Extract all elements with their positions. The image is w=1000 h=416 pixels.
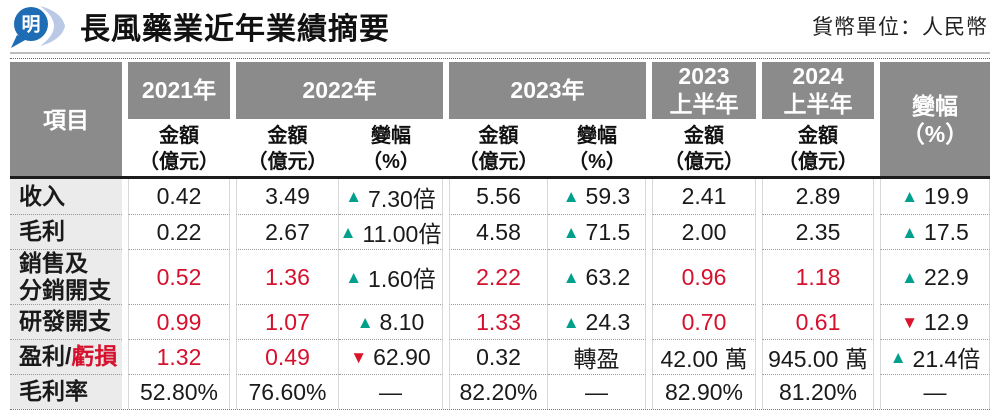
up-triangle-icon: ▲ bbox=[339, 222, 357, 242]
up-triangle-icon: ▲ bbox=[562, 312, 580, 332]
cell: 0.96 bbox=[652, 249, 756, 304]
cell: 82.90% bbox=[652, 374, 756, 409]
up-triangle-icon: ▲ bbox=[901, 267, 919, 287]
column-header-2022: 2022年 bbox=[236, 62, 443, 119]
cell: 2.22 bbox=[449, 249, 548, 304]
cell: ▲ 11.00倍 bbox=[339, 214, 443, 249]
logo-glyph: 明 bbox=[21, 14, 40, 36]
cell: 0.49 bbox=[236, 339, 339, 374]
row-label: 盈利/虧損 bbox=[10, 339, 122, 374]
mingpao-logo-icon: 明 bbox=[11, 6, 65, 48]
cell: 82.20% bbox=[449, 374, 548, 409]
up-triangle-icon: ▲ bbox=[345, 187, 363, 206]
page-title: 長風藥業近年業績摘要 bbox=[80, 13, 390, 46]
row-label: 銷售及 分銷開支 bbox=[10, 249, 122, 304]
cell: ▲ 21.4倍 bbox=[880, 339, 990, 374]
column-header-2024h1: 2024 上半年 bbox=[762, 62, 874, 119]
cell: 4.58 bbox=[449, 214, 548, 249]
up-triangle-icon: ▲ bbox=[345, 267, 363, 287]
subheader-change: 變幅 （%） bbox=[568, 124, 626, 173]
cell: 76.60% bbox=[236, 374, 339, 409]
cell: 0.52 bbox=[128, 249, 230, 304]
cell: ▼ 12.9 bbox=[880, 304, 990, 339]
masthead-divider bbox=[10, 52, 990, 54]
cell: 2.00 bbox=[652, 214, 756, 249]
cell: 42.00 萬 bbox=[652, 339, 756, 374]
row-label: 毛利 bbox=[10, 214, 122, 249]
cell: ▲ 7.30倍 bbox=[339, 179, 443, 214]
up-triangle-icon: ▲ bbox=[901, 187, 919, 206]
column-header-2021: 2021年 bbox=[128, 62, 230, 119]
cell: ▲ 1.60倍 bbox=[339, 249, 443, 304]
cell: 52.80% bbox=[128, 374, 230, 409]
up-triangle-icon: ▲ bbox=[562, 267, 580, 287]
cell: ▲ 59.3 bbox=[548, 179, 646, 214]
up-triangle-icon: ▲ bbox=[562, 222, 580, 242]
cell: 1.33 bbox=[449, 304, 548, 339]
results-summary-table: 項目 2021年 2022年 2023年 2023 上半年 2024 上半年 變… bbox=[10, 58, 990, 410]
cell: 5.56 bbox=[449, 179, 548, 214]
cell: 0.42 bbox=[128, 179, 230, 214]
up-triangle-icon: ▲ bbox=[901, 222, 919, 242]
cell: ▲ 63.2 bbox=[548, 249, 646, 304]
up-triangle-icon: ▲ bbox=[889, 347, 907, 367]
cell: 1.18 bbox=[762, 249, 874, 304]
cell: ▼ 62.90 bbox=[339, 339, 443, 374]
subheader-amount: 金額 （億元） bbox=[247, 124, 328, 173]
cell: 945.00 萬 bbox=[762, 339, 874, 374]
subheader-amount: 金額 （億元） bbox=[664, 124, 744, 173]
cell: 0.32 bbox=[449, 339, 548, 374]
column-header-item: 項目 bbox=[10, 62, 122, 179]
cell: 0.99 bbox=[128, 304, 230, 339]
cell: — bbox=[548, 374, 646, 409]
cell: 3.49 bbox=[236, 179, 339, 214]
up-triangle-icon: ▲ bbox=[356, 312, 374, 332]
cell: — bbox=[880, 374, 990, 409]
column-header-change: 變幅 （%） bbox=[880, 62, 990, 179]
row-label: 研發開支 bbox=[10, 304, 122, 339]
cell: ▲ 19.9 bbox=[880, 179, 990, 214]
subheader-amount: 金額 （億元） bbox=[458, 124, 539, 173]
cell: — bbox=[339, 374, 443, 409]
down-triangle-icon: ▼ bbox=[350, 347, 368, 367]
cell: ▲ 24.3 bbox=[548, 304, 646, 339]
header-bottom-rule bbox=[10, 176, 990, 179]
up-triangle-icon: ▲ bbox=[562, 187, 580, 206]
cell: 2.67 bbox=[236, 214, 339, 249]
masthead: 明 長風藥業近年業績摘要 貨幣單位：人民幣 bbox=[0, 0, 1000, 50]
cell: 2.41 bbox=[652, 179, 756, 214]
subheader-amount: 金額 （億元） bbox=[778, 124, 858, 173]
cell: 0.22 bbox=[128, 214, 230, 249]
row-label: 收入 bbox=[10, 179, 122, 214]
cell: ▲ 8.10 bbox=[339, 304, 443, 339]
cell: 2.35 bbox=[762, 214, 874, 249]
column-header-2023h1: 2023 上半年 bbox=[652, 62, 756, 119]
cell: 1.36 bbox=[236, 249, 339, 304]
cell: 0.70 bbox=[652, 304, 756, 339]
cell: 0.61 bbox=[762, 304, 874, 339]
cell: ▲ 22.9 bbox=[880, 249, 990, 304]
cell: 1.32 bbox=[128, 339, 230, 374]
subheader-amount: 金額 （億元） bbox=[139, 124, 219, 173]
currency-note: 貨幣單位：人民幣 bbox=[812, 16, 988, 39]
cell: 轉盈 bbox=[548, 339, 646, 374]
cell: ▲ 17.5 bbox=[880, 214, 990, 249]
column-header-2023: 2023年 bbox=[449, 62, 646, 119]
cell: 2.89 bbox=[762, 179, 874, 214]
cell: 81.20% bbox=[762, 374, 874, 409]
row-label: 毛利率 bbox=[10, 374, 122, 409]
cell: 1.07 bbox=[236, 304, 339, 339]
down-triangle-icon: ▼ bbox=[901, 312, 919, 332]
subheader-change: 變幅 （%） bbox=[362, 124, 420, 173]
cell: ▲ 71.5 bbox=[548, 214, 646, 249]
